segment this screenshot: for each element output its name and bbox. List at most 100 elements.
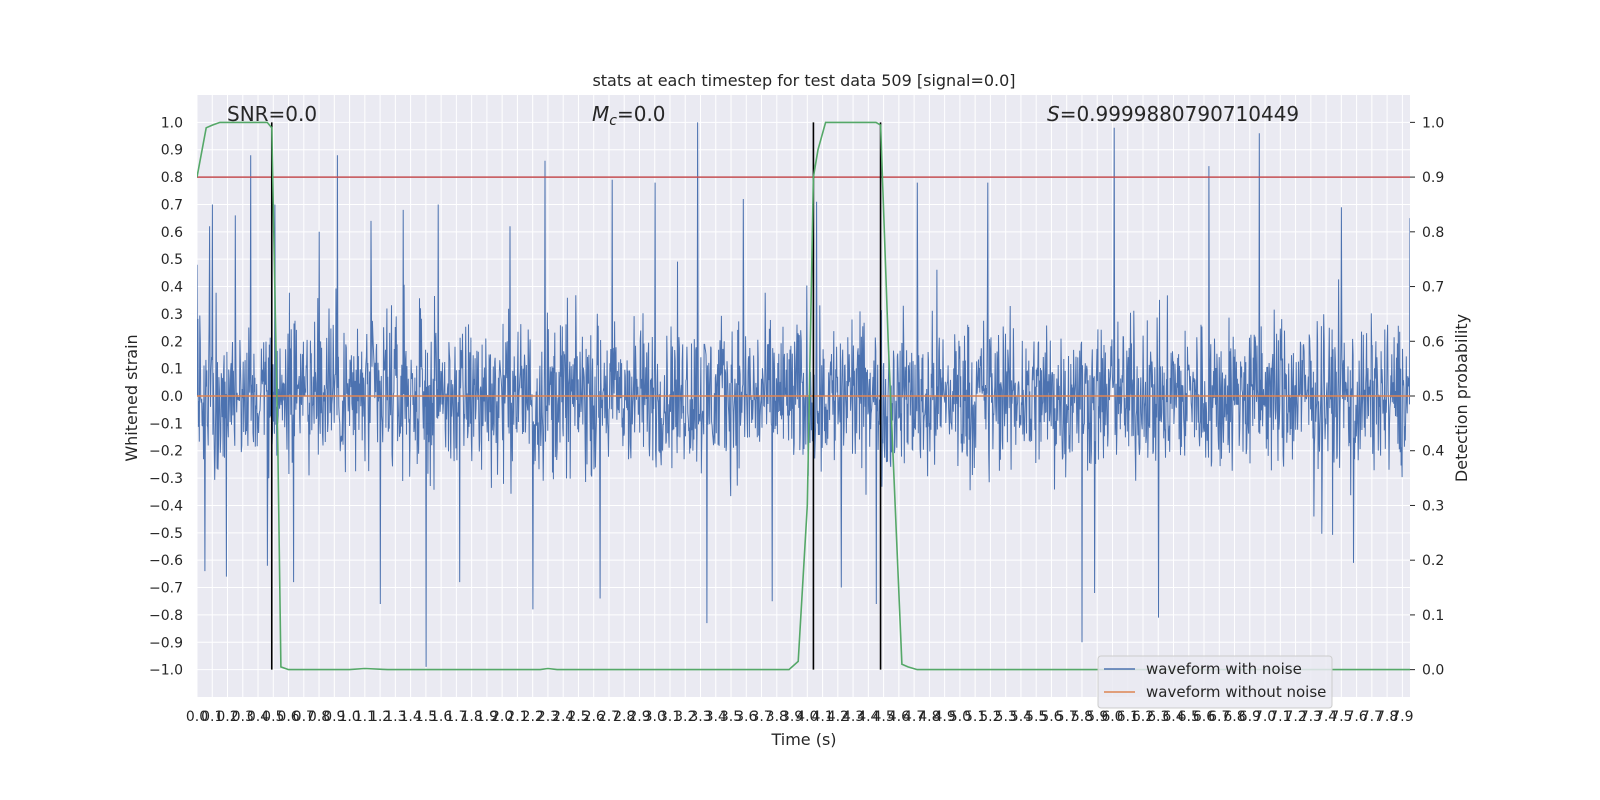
x-tick-label: 4.0 — [796, 709, 818, 725]
x-tick-label: 0.2 — [216, 709, 238, 725]
x-tick-label: 7.4 — [1315, 709, 1337, 725]
x-tick-label: 6.2 — [1132, 709, 1154, 725]
x-tick-label: 3.0 — [644, 709, 666, 725]
x-tick-label: 3.7 — [750, 709, 772, 725]
x-tick-label: 4.6 — [888, 709, 910, 725]
y2-tick-label: 0.9 — [1422, 170, 1444, 186]
series-detection-probability — [197, 121, 1410, 671]
y-tick-label: −0.3 — [149, 471, 183, 487]
chirp-mass-subscript: c — [609, 113, 617, 129]
x-tick-label: 7.1 — [1269, 709, 1291, 725]
x-tick-label: 3.6 — [735, 709, 757, 725]
x-tick-label: 1.7 — [445, 709, 467, 725]
y2-tick-label: 0.1 — [1422, 608, 1444, 624]
x-tick-label: 5.4 — [1010, 709, 1032, 725]
x-tick-label: 4.3 — [842, 709, 864, 725]
y-tick-label: 0.3 — [161, 307, 183, 323]
x-tick-label: 2.8 — [613, 709, 635, 725]
y-tick-label: 0.0 — [161, 389, 183, 405]
x-tick-label: 4.4 — [857, 709, 879, 725]
x-tick-label: 3.4 — [705, 709, 727, 725]
x-tick-label: 6.8 — [1223, 709, 1245, 725]
y-tick-label: 1.0 — [161, 115, 183, 131]
x-tick-label: 6.4 — [1162, 709, 1184, 725]
x-tick-label: 0.1 — [201, 709, 223, 725]
y-tick-label: 0.4 — [161, 280, 183, 296]
y2-tick-label: 0.8 — [1422, 225, 1444, 241]
x-tick-label: 3.5 — [720, 709, 742, 725]
score-symbol: S — [1047, 102, 1060, 126]
y2-tick-label: 0.3 — [1422, 498, 1444, 514]
y2-tick-label: 0.2 — [1422, 553, 1444, 569]
x-tick-label: 3.1 — [659, 709, 681, 725]
legend-label-noise: waveform with noise — [1146, 660, 1302, 678]
y-tick-label: −0.2 — [149, 444, 183, 460]
chirp-mass-symbol: M — [592, 102, 609, 126]
chart-title: stats at each timestep for test data 509… — [592, 71, 1015, 90]
x-tick-label: 2.5 — [567, 709, 589, 725]
x-tick-label: 0.4 — [247, 709, 269, 725]
x-tick-label: 6.6 — [1193, 709, 1215, 725]
x-tick-label: 6.0 — [1101, 709, 1123, 725]
x-tick-label: 2.4 — [552, 709, 574, 725]
x-tick-label: 4.5 — [872, 709, 894, 725]
x-tick-label: 7.0 — [1254, 709, 1276, 725]
x-tick-label: 4.9 — [934, 709, 956, 725]
x-tick-label: 7.8 — [1376, 709, 1398, 725]
y2-axis-ticks: 1.0 0.9 0.8 0.7 0.6 0.5 0.4 0.3 0.2 0.1 0.0 — [1410, 115, 1444, 679]
y2-tick-label: 0.7 — [1422, 280, 1444, 296]
y2-tick-label: 0.5 — [1422, 389, 1444, 405]
y-tick-label: 0.1 — [161, 362, 183, 378]
y2-tick-label: 0.0 — [1422, 663, 1444, 679]
x-tick-label: 2.3 — [537, 709, 559, 725]
x-tick-label: 4.2 — [827, 709, 849, 725]
x-tick-label: 1.0 — [338, 709, 360, 725]
y-tick-label: −0.4 — [149, 498, 183, 514]
y-axis-ticks: 1.0 0.9 0.8 0.7 0.6 0.5 0.4 0.3 0.2 0.1 0.0 −0.1 −0.… — [149, 115, 183, 678]
x-tick-label: 3.9 — [781, 709, 803, 725]
y-tick-label: 0.9 — [161, 143, 183, 159]
score-value: =0.9999880790710449 — [1060, 102, 1299, 126]
x-tick-label: 5.8 — [1071, 709, 1093, 725]
x-tick-label: 7.5 — [1330, 709, 1352, 725]
x-tick-label: 1.4 — [399, 709, 421, 725]
y-tick-label: 0.2 — [161, 334, 183, 350]
x-tick-label: 6.1 — [1117, 709, 1139, 725]
x-tick-label: 6.7 — [1208, 709, 1230, 725]
x-tick-label: 0.9 — [323, 709, 345, 725]
y-axis-label: Whitened strain — [122, 334, 141, 461]
x-tick-label: 5.0 — [949, 709, 971, 725]
x-axis-label: Time (s) — [770, 730, 836, 749]
x-tick-label: 6.3 — [1147, 709, 1169, 725]
x-tick-label: 5.6 — [1040, 709, 1062, 725]
y-tick-label: −0.9 — [149, 635, 183, 651]
x-tick-label: 3.3 — [689, 709, 711, 725]
y-tick-label: 0.6 — [161, 225, 183, 241]
x-tick-label: 0.0 — [186, 709, 208, 725]
x-tick-label: 6.9 — [1239, 709, 1261, 725]
x-tick-label: 2.1 — [506, 709, 528, 725]
snr-annotation: SNR=0.0 — [227, 102, 317, 126]
x-tick-label: 2.7 — [598, 709, 620, 725]
x-tick-label: 7.3 — [1300, 709, 1322, 725]
x-tick-label: 3.2 — [674, 709, 696, 725]
x-tick-label: 7.9 — [1391, 709, 1413, 725]
x-tick-label: 4.8 — [918, 709, 940, 725]
x-tick-label: 1.9 — [476, 709, 498, 725]
series-waveform-with-noise — [197, 122, 1410, 667]
y-tick-label: −1.0 — [149, 663, 183, 679]
x-tick-label: 4.7 — [903, 709, 925, 725]
x-tick-label: 2.6 — [583, 709, 605, 725]
x-tick-label: 2.9 — [628, 709, 650, 725]
y2-axis-label: Detection probability — [1452, 314, 1471, 482]
chirp-mass-annotation: Mc=0.0 — [592, 102, 666, 129]
y2-tick-label: 0.4 — [1422, 444, 1444, 460]
x-tick-label: 4.1 — [811, 709, 833, 725]
x-tick-label: 5.5 — [1025, 709, 1047, 725]
x-tick-label: 0.5 — [262, 709, 284, 725]
legend-label-clean: waveform without noise — [1146, 683, 1326, 701]
x-tick-label: 2.0 — [491, 709, 513, 725]
legend-box — [1097, 655, 1333, 709]
x-tick-label: 6.5 — [1178, 709, 1200, 725]
